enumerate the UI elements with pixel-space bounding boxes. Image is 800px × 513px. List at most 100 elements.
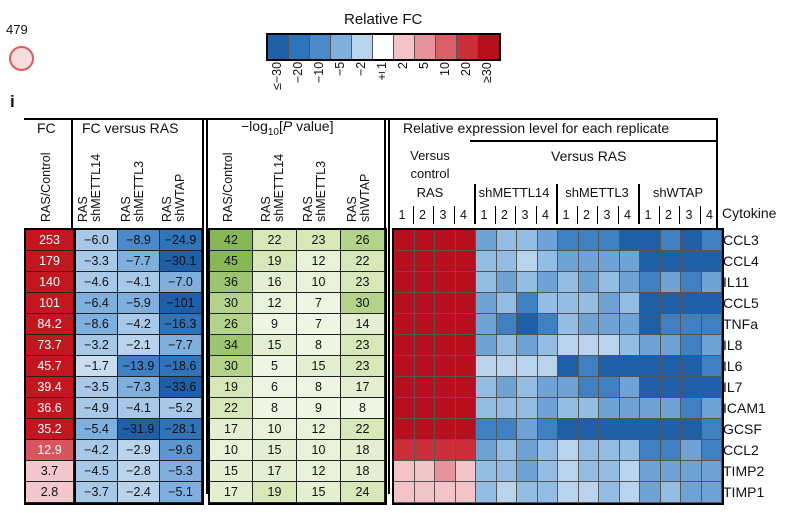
heatmap-cell [619, 398, 640, 419]
heatmap-cell [455, 461, 476, 482]
heatmap-cell [660, 314, 681, 335]
page-number: 479 [6, 22, 28, 37]
pvalue-cell: 17 [210, 419, 253, 440]
cytokine-label: TIMP1 [723, 484, 765, 500]
fc-vs-ras-cell: −3.2 [76, 335, 118, 356]
fc-vs-ras-cell: −3.7 [76, 482, 118, 503]
heatmap-cell [455, 251, 476, 272]
group-rule [390, 118, 718, 120]
heatmap-cell [496, 440, 517, 461]
heatmap-cell [681, 356, 702, 377]
group-divider [556, 184, 558, 224]
pvalue-prefix: −log [241, 118, 268, 134]
heatmap-cell [455, 482, 476, 503]
pvalue-cell: 24 [341, 482, 385, 503]
heatmap-cell [394, 272, 415, 293]
pvalue-cell: 17 [210, 482, 253, 503]
heatmap-cell [660, 482, 681, 503]
heatmap-cell [558, 314, 579, 335]
heatmap-cell [476, 230, 497, 251]
heatmap-cell [414, 293, 435, 314]
heatmap-cell [517, 440, 538, 461]
group-header-relative-expression: Relative expression level for each repli… [403, 120, 670, 136]
cytokine-label: IL8 [723, 337, 743, 353]
record-button-icon[interactable] [9, 46, 34, 71]
heatmap-cell [599, 377, 620, 398]
heatmap-cell [578, 440, 599, 461]
replicate-number: 2 [419, 208, 426, 222]
heatmap-cell [701, 335, 722, 356]
heatmap-cell [435, 398, 456, 419]
heatmap-cell [537, 335, 558, 356]
pvalue-cell: 18 [341, 440, 385, 461]
fc-cell: 73.7 [26, 335, 74, 356]
heatmap-cell [640, 230, 661, 251]
heatmap-cell [537, 419, 558, 440]
heatmap-cell [619, 482, 640, 503]
fc-vs-ras-cell: −24.9 [160, 230, 202, 251]
col-header-fc-ras-control: RAS/Control [39, 152, 53, 222]
pvalue-cell: 23 [341, 335, 385, 356]
heatmap-cell [660, 230, 681, 251]
fc-cell: 84.2 [26, 314, 74, 335]
heatmap-cell [558, 398, 579, 419]
fc-vs-ras-cell: −4.6 [76, 272, 118, 293]
legend-swatch [289, 35, 310, 59]
fc-vs-ras-cell: −4.2 [76, 440, 118, 461]
replicate-number: 1 [480, 208, 488, 222]
heatmap-cell [599, 356, 620, 377]
heatmap-cell [660, 377, 681, 398]
replicate-divider [453, 206, 455, 224]
fc-cell: 45.7 [26, 356, 74, 377]
group-header-pvalue: −log10[P value] [241, 118, 333, 138]
heatmap-cell [619, 272, 640, 293]
heatmap-cell [619, 335, 640, 356]
pvalue-cell: 34 [210, 335, 253, 356]
fc-vs-ras-cell: −8.9 [118, 230, 160, 251]
heatmap-cell [537, 482, 558, 503]
group-rule [208, 118, 388, 120]
heatmap-cell [599, 440, 620, 461]
replicate-number: 1 [398, 208, 406, 222]
pvalue-p: P [282, 118, 293, 134]
heatmap-cell [414, 398, 435, 419]
fc-cell: 101 [26, 293, 74, 314]
pvalue-cell: 6 [253, 377, 297, 398]
heatmap-cell [701, 461, 722, 482]
pvalue-cell: 10 [210, 440, 253, 461]
legend-tick-label: ±1 [375, 62, 389, 83]
fc-vs-ras-cell: −6.4 [76, 293, 118, 314]
pvalue-cell: 26 [210, 314, 253, 335]
replicate-number: 4 [624, 208, 631, 222]
fc-vs-ras-cell: −13.9 [118, 356, 160, 377]
replicate-number: 1 [562, 208, 570, 222]
pvalue-cell: 30 [210, 293, 253, 314]
fc-vs-ras-cell: −4.1 [118, 398, 160, 419]
heatmap-cell [681, 335, 702, 356]
fc-cell: 36.6 [26, 398, 74, 419]
heatmap-cell [681, 419, 702, 440]
replicate-divider [699, 206, 701, 224]
pvalue-cell: 9 [297, 398, 341, 419]
col-header-fc-vs-ras: RAS shMETTL3 [119, 160, 146, 222]
heatmap-group-shmettl3: shMETTL3 [565, 185, 629, 200]
heatmap-cell [476, 293, 497, 314]
heatmap-group-shmettl14: shMETTL14 [478, 185, 550, 200]
heatmap-cell [455, 356, 476, 377]
legend-tick-label: ≥30 [480, 62, 494, 83]
pvalue-cell: 10 [297, 272, 341, 293]
fc-vs-ras-cell: −7.0 [160, 272, 202, 293]
heatmap-cell [619, 440, 640, 461]
pvalue-cell: 26 [341, 230, 385, 251]
heatmap-cell [435, 293, 456, 314]
fc-vs-ras-cell: −5.4 [76, 419, 118, 440]
cytokine-label: CCL5 [723, 295, 759, 311]
heatmap-cell [517, 461, 538, 482]
replicate-divider [576, 206, 578, 224]
heatmap-cell [394, 482, 415, 503]
heatmap-cell [599, 482, 620, 503]
heatmap-cell [414, 440, 435, 461]
heatmap-cell [394, 251, 415, 272]
fc-vs-ras-cell: −3.3 [76, 251, 118, 272]
heatmap-cell [476, 356, 497, 377]
